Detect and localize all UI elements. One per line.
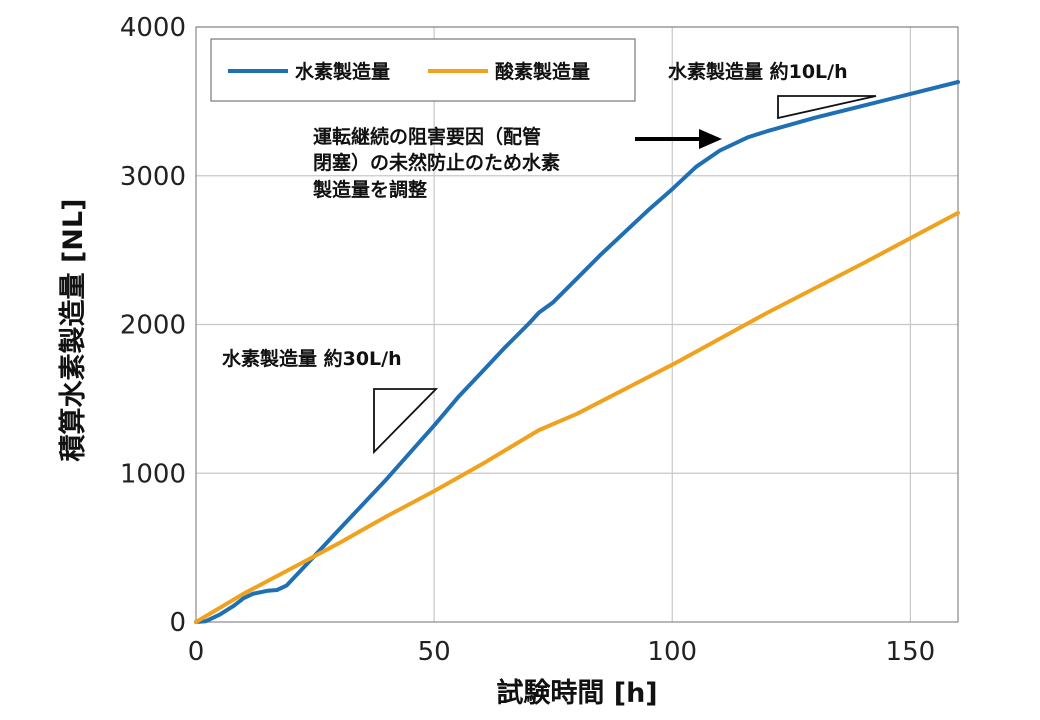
legend: 水素製造量 酸素製造量 bbox=[210, 38, 636, 102]
x-axis-title: 試験時間 [h] bbox=[496, 677, 657, 709]
slope-triangle-30 bbox=[373, 388, 439, 455]
legend-box bbox=[210, 38, 636, 102]
series-layer bbox=[194, 80, 960, 624]
y-tick-label-0: 0 bbox=[169, 608, 186, 638]
x-tick-label-2: 100 bbox=[647, 637, 697, 667]
slope-triangle-10 bbox=[777, 95, 877, 120]
series-line-hydrogen bbox=[194, 80, 960, 624]
note-line-2: 閉塞）の未然防止のため水素 bbox=[313, 151, 560, 174]
y-axis-title: 積算水素製造量 [NL] bbox=[57, 199, 89, 462]
grid bbox=[196, 26, 958, 622]
annotation-rate10: 水素製造量 約10L/h bbox=[668, 60, 877, 120]
legend-label-hydrogen: 水素製造量 bbox=[295, 60, 390, 83]
note-line-1: 運転継続の阻害要因（配管 bbox=[313, 125, 541, 148]
x-tick-label-1: 50 bbox=[418, 637, 451, 667]
tick-labels: 0 50 100 150 0 1000 2000 3000 4000 bbox=[120, 13, 935, 667]
note-line-3: 製造量を調整 bbox=[312, 178, 427, 201]
annotation-note: 運転継続の阻害要因（配管 閉塞）の未然防止のため水素 製造量を調整 bbox=[312, 125, 722, 201]
note-arrow-head bbox=[699, 129, 722, 149]
y-tick-label-1: 1000 bbox=[120, 459, 186, 489]
x-tick-label-0: 0 bbox=[188, 637, 205, 667]
annotation-rate30: 水素製造量 約30L/h bbox=[222, 347, 439, 455]
legend-label-oxygen: 酸素製造量 bbox=[495, 60, 590, 83]
plot-frame bbox=[195, 26, 959, 623]
series-line-oxygen bbox=[194, 210, 960, 624]
y-tick-label-4: 4000 bbox=[120, 13, 186, 43]
y-tick-label-3: 3000 bbox=[120, 162, 186, 192]
x-tick-label-3: 150 bbox=[886, 637, 936, 667]
annotation-rate10-label: 水素製造量 約10L/h bbox=[668, 60, 848, 83]
y-tick-label-2: 2000 bbox=[120, 311, 186, 341]
annotation-rate30-label: 水素製造量 約30L/h bbox=[222, 347, 402, 370]
